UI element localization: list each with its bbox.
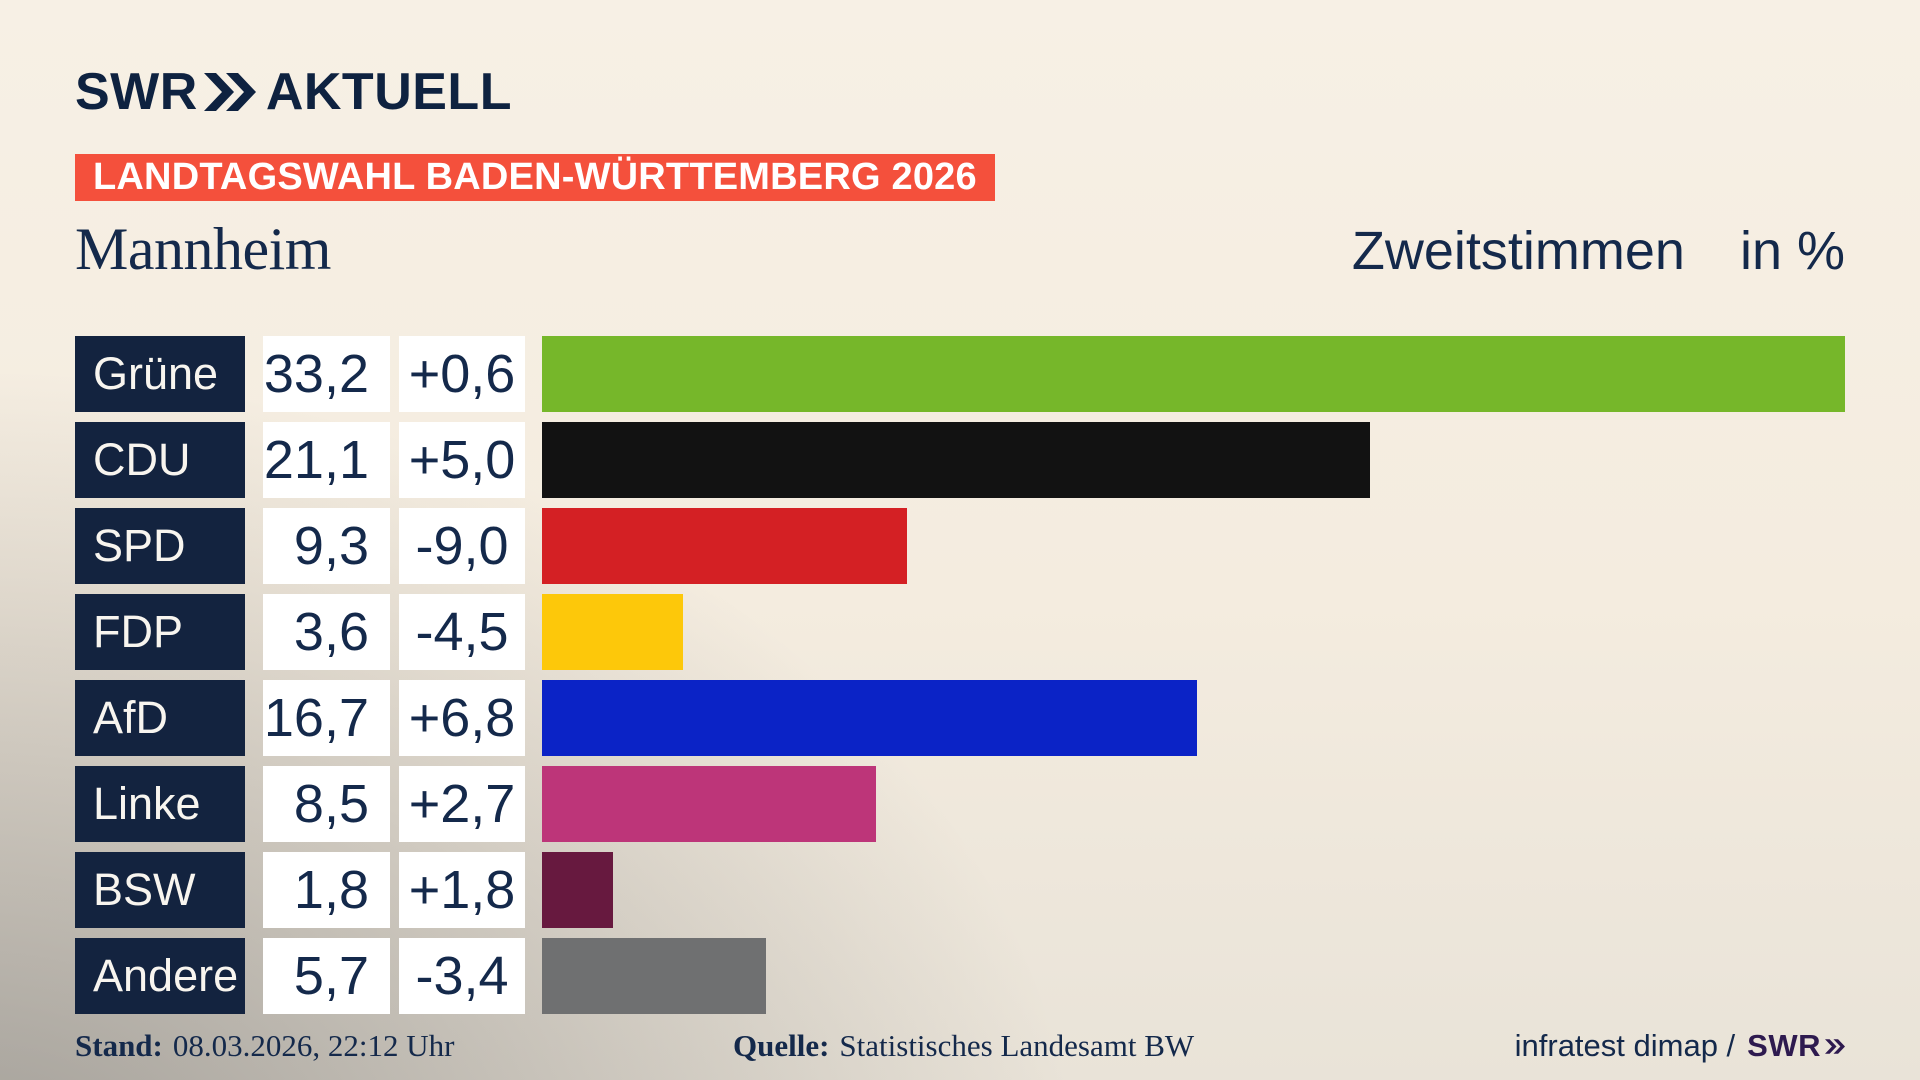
party-label: Grüne bbox=[75, 336, 245, 412]
chart-row-grüne: Grüne 33,2 +0,6 bbox=[75, 336, 1845, 412]
chart-row-bsw: BSW 1,8 +1,8 bbox=[75, 852, 1845, 928]
value-cell: 33,2 bbox=[263, 336, 390, 412]
change-cell: +6,8 bbox=[399, 680, 525, 756]
change-cell: -4,5 bbox=[399, 594, 525, 670]
party-label: SPD bbox=[75, 508, 245, 584]
source-value: Statistisches Landesamt BW bbox=[839, 1028, 1195, 1063]
stand-value: 08.03.2026, 22:12 Uhr bbox=[172, 1028, 455, 1063]
logo-swr-text: SWR bbox=[75, 63, 198, 121]
measure-label: Zweitstimmen bbox=[1351, 221, 1685, 281]
region-title: Mannheim bbox=[75, 216, 331, 282]
chart-row-cdu: CDU 21,1 +5,0 bbox=[75, 422, 1845, 498]
bar-track bbox=[542, 422, 1845, 498]
footer: Stand: 08.03.2026, 22:12 Uhr Quelle: Stati… bbox=[75, 1028, 1845, 1064]
chart-row-linke: Linke 8,5 +2,7 bbox=[75, 766, 1845, 842]
credit-info: infratest dimap / SWR bbox=[1515, 1028, 1845, 1064]
bar bbox=[542, 508, 907, 584]
change-cell: -9,0 bbox=[399, 508, 525, 584]
swr-credit-logo: SWR bbox=[1747, 1028, 1845, 1064]
value-cell: 3,6 bbox=[263, 594, 390, 670]
change-cell: +5,0 bbox=[399, 422, 525, 498]
party-label: Andere bbox=[75, 938, 245, 1014]
double-chevron-icon bbox=[203, 73, 256, 111]
value-cell: 1,8 bbox=[263, 852, 390, 928]
logo-aktuell-text: AKTUELL bbox=[265, 63, 512, 121]
bar-chart: Grüne 33,2 +0,6 CDU 21,1 +5,0 SPD 9,3 -9… bbox=[75, 336, 1845, 1014]
change-cell: -3,4 bbox=[399, 938, 525, 1014]
swr-aktuell-logo: SWR AKTUELL bbox=[75, 66, 512, 118]
value-cell: 9,3 bbox=[263, 508, 390, 584]
chart-row-fdp: FDP 3,6 -4,5 bbox=[75, 594, 1845, 670]
title-row: Mannheim Zweitstimmen in % bbox=[75, 218, 1845, 281]
change-cell: +2,7 bbox=[399, 766, 525, 842]
value-cell: 16,7 bbox=[263, 680, 390, 756]
bar-track bbox=[542, 336, 1845, 412]
unit-label: in % bbox=[1739, 221, 1845, 281]
chart-row-spd: SPD 9,3 -9,0 bbox=[75, 508, 1845, 584]
bar bbox=[542, 680, 1198, 756]
bar-track bbox=[542, 766, 1845, 842]
bar-track bbox=[542, 852, 1845, 928]
bar-track bbox=[542, 938, 1845, 1014]
bar-track bbox=[542, 594, 1845, 670]
double-chevron-small-icon bbox=[1825, 1038, 1845, 1054]
change-cell: +1,8 bbox=[399, 852, 525, 928]
bar-track bbox=[542, 680, 1845, 756]
party-label: Linke bbox=[75, 766, 245, 842]
bar bbox=[542, 766, 876, 842]
change-cell: +0,6 bbox=[399, 336, 525, 412]
bar bbox=[542, 938, 766, 1014]
chart-row-afd: AfD 16,7 +6,8 bbox=[75, 680, 1845, 756]
chart-row-andere: Andere 5,7 -3,4 bbox=[75, 938, 1845, 1014]
value-cell: 21,1 bbox=[263, 422, 390, 498]
credit-text: infratest dimap / bbox=[1514, 1028, 1736, 1063]
bar-track bbox=[542, 508, 1845, 584]
source-label: Quelle: bbox=[733, 1028, 830, 1063]
bar bbox=[542, 594, 684, 670]
value-cell: 8,5 bbox=[263, 766, 390, 842]
source-info: Quelle: Statistisches Landesamt BW bbox=[733, 1028, 1194, 1064]
bar bbox=[542, 336, 1845, 412]
party-label: BSW bbox=[75, 852, 245, 928]
party-label: FDP bbox=[75, 594, 245, 670]
election-banner: LANDTAGSWAHL BADEN-WÜRTTEMBERG 2026 bbox=[75, 154, 995, 201]
stand-label: Stand: bbox=[75, 1028, 163, 1063]
measure-title: Zweitstimmen in % bbox=[1351, 221, 1845, 281]
value-cell: 5,7 bbox=[263, 938, 390, 1014]
bar bbox=[542, 422, 1371, 498]
bar bbox=[542, 852, 613, 928]
party-label: AfD bbox=[75, 680, 245, 756]
stand-info: Stand: 08.03.2026, 22:12 Uhr bbox=[75, 1028, 454, 1064]
swr-credit-text: SWR bbox=[1747, 1028, 1821, 1063]
party-label: CDU bbox=[75, 422, 245, 498]
